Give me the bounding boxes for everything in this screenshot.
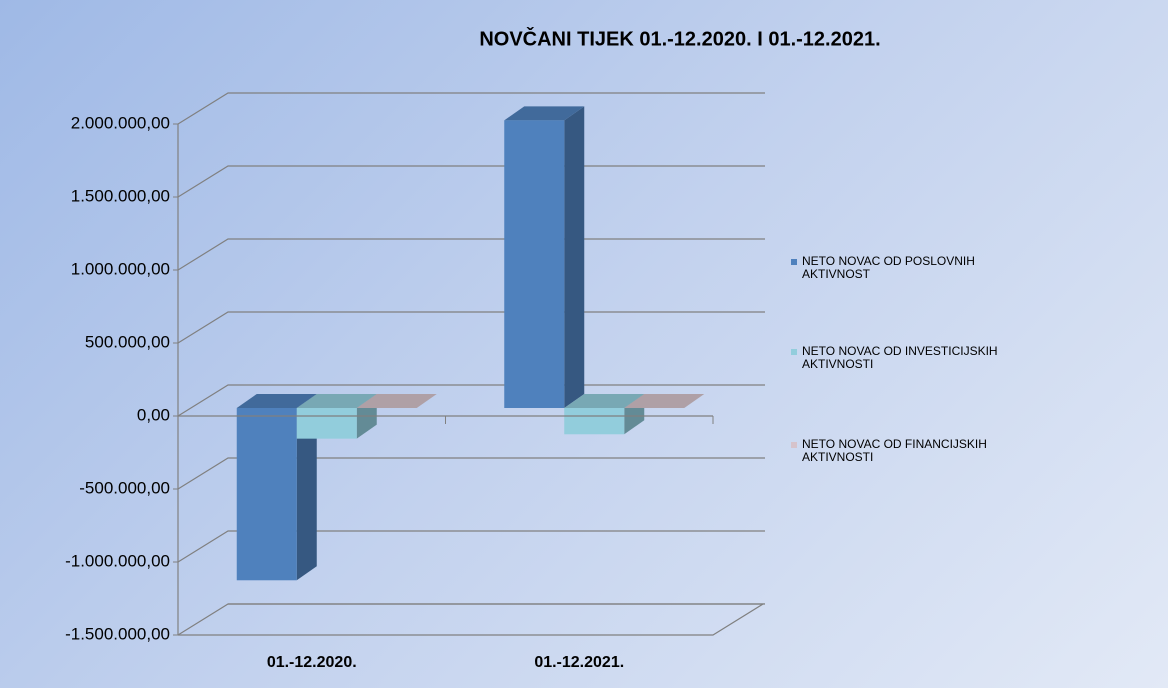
y-tick-label: 0,00: [137, 405, 170, 424]
grid-line: [177, 92, 765, 125]
legend-swatch: [791, 349, 797, 355]
grid-line: [177, 311, 765, 344]
bar-top: [296, 394, 377, 408]
bar-side: [296, 394, 317, 581]
grid-line: [177, 165, 765, 198]
grid-line: [177, 457, 765, 490]
y-tick-label: -500.000,00: [79, 478, 170, 497]
legend-label: NETO NOVAC OD POSLOVNIH AKTIVNOST: [802, 254, 975, 281]
legend-label: NETO NOVAC OD INVESTICIJSKIH AKTIVNOSTI: [802, 344, 998, 371]
bar-top: [356, 394, 437, 408]
y-tick-label: 2.000.000,00: [71, 113, 170, 132]
bar: [236, 408, 297, 581]
grid-line: [177, 603, 765, 636]
y-tick-label: 1.500.000,00: [71, 186, 170, 205]
bar-top: [624, 394, 705, 408]
bar-side: [564, 106, 585, 408]
y-tick-label: 500.000,00: [85, 332, 170, 351]
grid-line: [177, 238, 765, 271]
bar-top: [564, 394, 645, 408]
legend-swatch: [791, 442, 797, 448]
bar-top: [504, 106, 585, 121]
x-tick-label: 01.-12.2021.: [534, 654, 624, 671]
bar: [564, 408, 625, 435]
bar-top: [236, 394, 317, 408]
y-tick-label: 1.000.000,00: [71, 259, 170, 278]
floor: [178, 603, 766, 636]
chart-title: NOVČANI TIJEK 01.-12.2020. I 01.-12.2021…: [479, 26, 880, 50]
grid-line: [177, 384, 765, 417]
y-tick-label: -1.000.000,00: [65, 551, 170, 570]
grid-line: [177, 530, 765, 563]
bar: [504, 120, 565, 408]
legend-label: NETO NOVAC OD FINANCIJSKIH AKTIVNOSTI: [802, 437, 987, 464]
legend-swatch: [791, 259, 797, 265]
x-tick-label: 01.-12.2020.: [267, 654, 357, 671]
bar: [296, 408, 357, 439]
y-tick-label: -1.500.000,00: [65, 624, 170, 643]
